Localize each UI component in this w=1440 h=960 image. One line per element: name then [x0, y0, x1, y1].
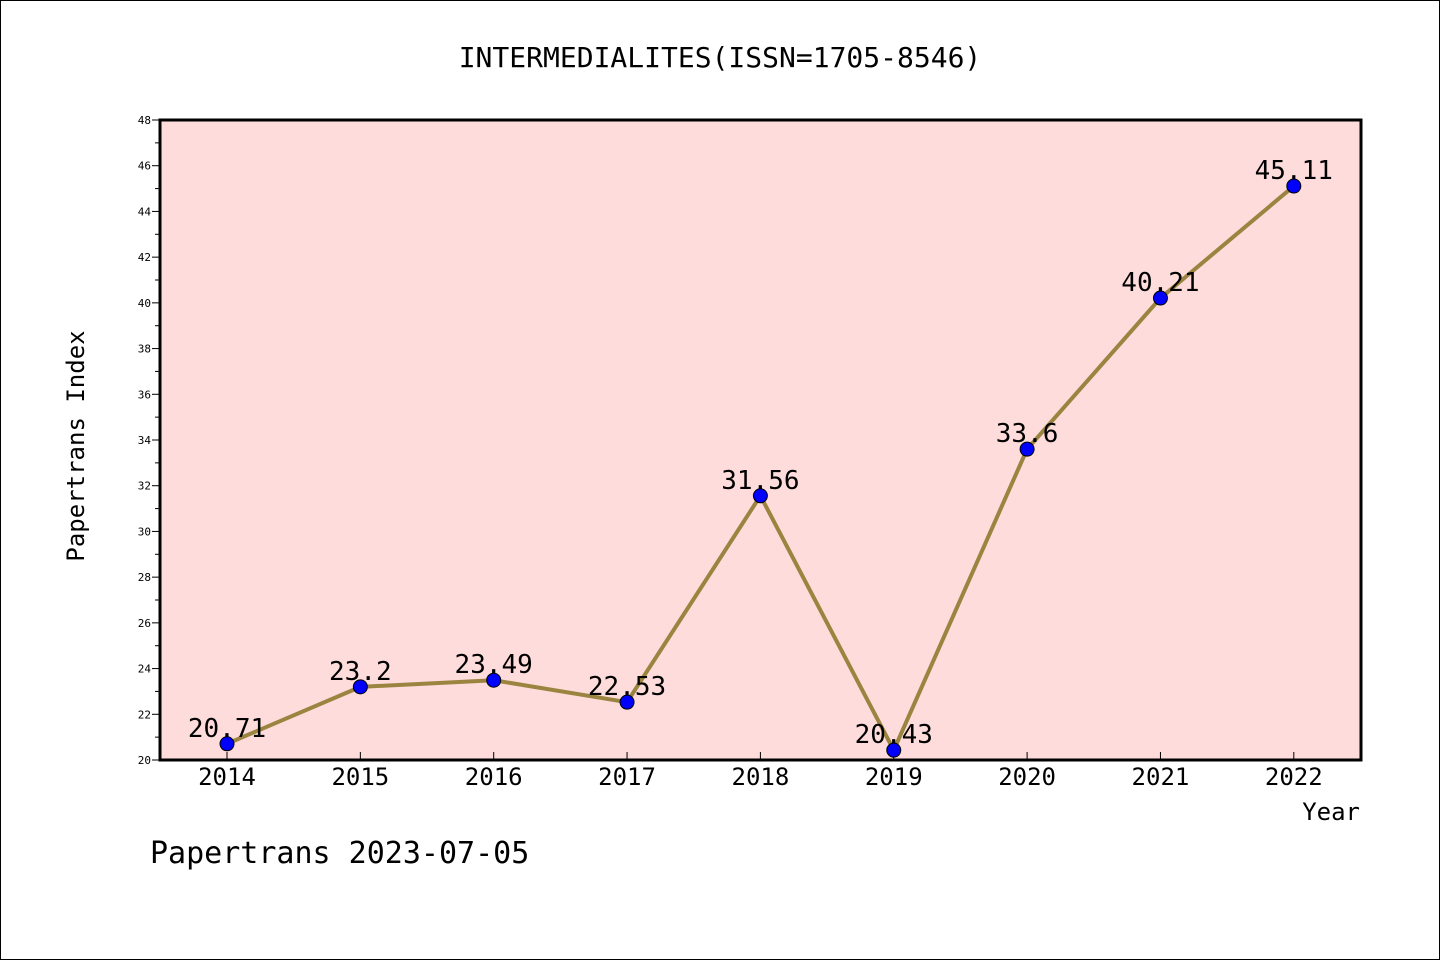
x-tick-label: 2021	[1132, 763, 1190, 791]
y-tick-label: 40	[138, 297, 151, 310]
data-label: 23.49	[455, 650, 533, 680]
chart-title: INTERMEDIALITES(ISSN=1705-8546)	[459, 41, 982, 74]
y-tick-label: 22	[138, 708, 151, 721]
data-point	[1152, 290, 1168, 306]
data-point	[1019, 441, 1035, 457]
y-tick-label: 38	[138, 343, 151, 356]
data-point	[752, 488, 768, 504]
y-tick-label: 30	[138, 525, 151, 538]
x-tick-label: 2018	[732, 763, 790, 791]
y-axis-title: Papertrans Index	[62, 330, 90, 561]
x-tick-label: 2020	[998, 763, 1056, 791]
data-label: 20.71	[188, 714, 266, 744]
y-tick-label: 24	[138, 663, 152, 676]
data-label: 23.2	[329, 657, 392, 687]
data-point	[486, 672, 502, 688]
x-tick-label: 2016	[465, 763, 523, 791]
y-tick-label: 42	[138, 251, 151, 264]
x-tick-label: 2019	[865, 763, 923, 791]
y-tick-label: 20	[138, 754, 151, 767]
y-tick-label: 36	[138, 388, 151, 401]
x-tick-label: 2022	[1265, 763, 1323, 791]
x-tick-label: 2014	[198, 763, 256, 791]
data-point	[352, 679, 368, 695]
y-tick-label: 48	[138, 114, 151, 127]
data-point	[619, 694, 635, 710]
y-tick-label: 44	[138, 205, 152, 218]
x-tick-label: 2015	[331, 763, 389, 791]
data-label: 45.11	[1255, 156, 1333, 186]
plot-area	[158, 118, 1363, 762]
y-tick-label: 34	[138, 434, 152, 447]
data-point	[886, 742, 902, 758]
data-label: 20.43	[855, 720, 933, 750]
series-line-group	[219, 178, 1302, 758]
y-tick-label: 28	[138, 571, 151, 584]
x-axis-title: Year	[1302, 798, 1360, 826]
y-tick-label: 26	[138, 617, 151, 630]
data-label: 40.21	[1121, 268, 1199, 298]
x-tick-label: 2017	[598, 763, 656, 791]
x-axis: 2014 2015 2016 2017 2018 2019 2020 2021 2022	[198, 752, 1323, 791]
data-point	[1286, 178, 1302, 194]
data-point	[219, 736, 235, 752]
y-axis: 20 22 24 26 28 30 32 34 36 38 40 42 44 46 48	[138, 114, 160, 767]
data-label: 31.56	[721, 466, 799, 496]
footer-credit: Papertrans 2023-07-05	[150, 836, 529, 871]
y-tick-label: 46	[138, 160, 151, 173]
y-tick-label: 32	[138, 480, 151, 493]
data-label: 22.53	[588, 672, 666, 702]
data-labels: 20.71 23.2 23.49 22.53 31.56 20.43 33.6 40.21 45…	[188, 156, 1333, 750]
data-label: 33.6	[996, 419, 1059, 449]
